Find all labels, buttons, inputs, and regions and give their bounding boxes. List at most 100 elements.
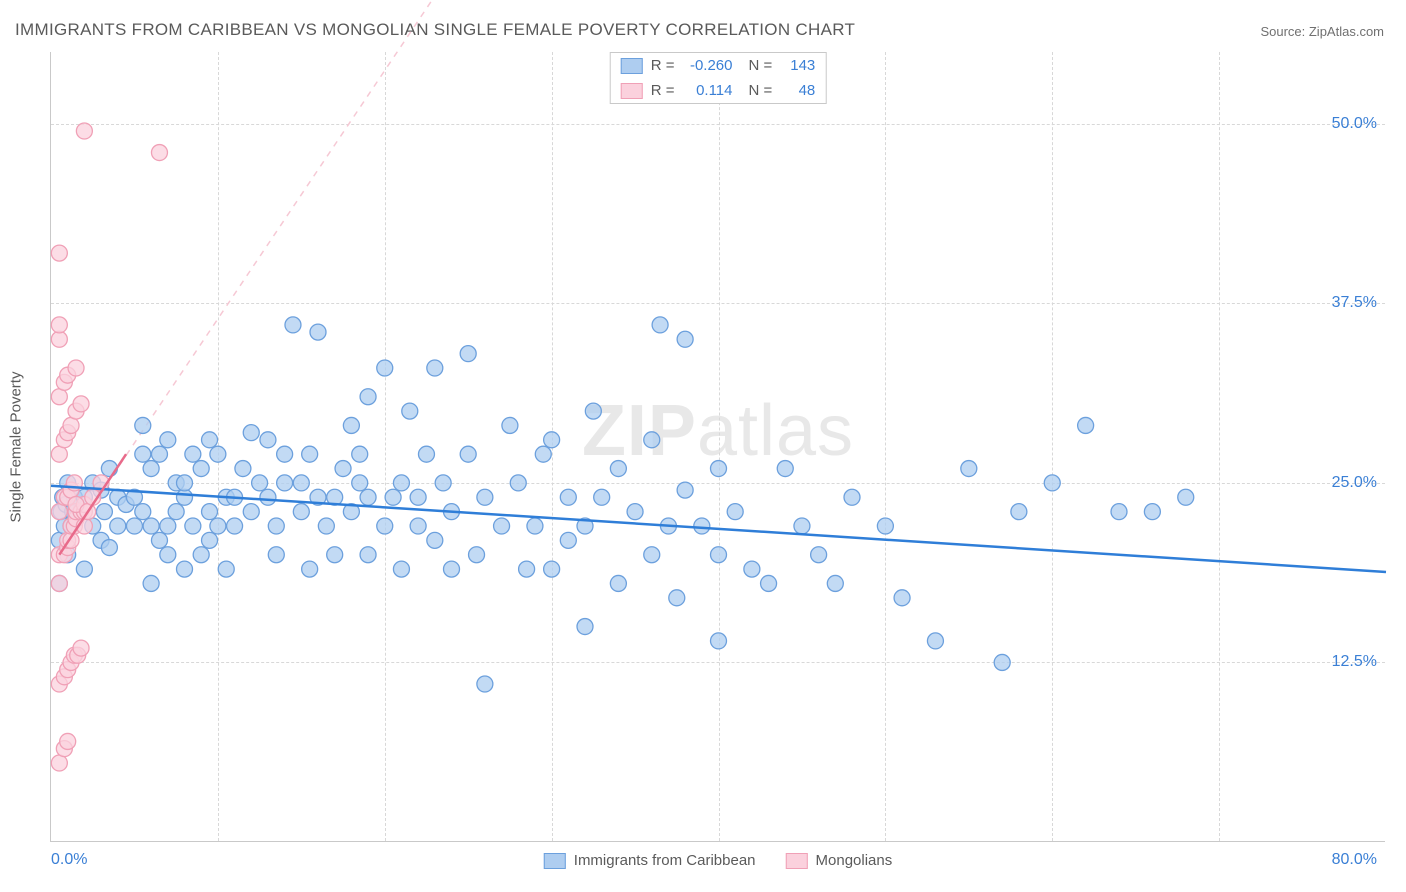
data-point bbox=[202, 432, 218, 448]
legend-label: Mongolians bbox=[816, 852, 893, 869]
data-point bbox=[535, 446, 551, 462]
data-point bbox=[143, 575, 159, 591]
plot-area: ZIPatlas 12.5%25.0%37.5%50.0% R =-0.260N… bbox=[50, 52, 1385, 842]
data-point bbox=[101, 461, 117, 477]
data-point bbox=[360, 389, 376, 405]
data-point bbox=[260, 432, 276, 448]
stats-box: R =-0.260N =143R =0.114N =48 bbox=[610, 52, 827, 104]
data-point bbox=[185, 446, 201, 462]
series-swatch bbox=[621, 83, 643, 99]
y-axis-label: Single Female Poverty bbox=[8, 371, 25, 522]
data-point bbox=[302, 446, 318, 462]
data-point bbox=[135, 446, 151, 462]
r-value: 0.114 bbox=[683, 82, 733, 99]
data-point bbox=[627, 504, 643, 520]
data-point bbox=[218, 561, 234, 577]
data-point bbox=[711, 633, 727, 649]
data-point bbox=[1144, 504, 1160, 520]
data-point bbox=[63, 417, 79, 433]
r-label: R = bbox=[651, 57, 675, 74]
data-point bbox=[352, 475, 368, 491]
data-point bbox=[811, 547, 827, 563]
data-point bbox=[794, 518, 810, 534]
legend-label: Immigrants from Caribbean bbox=[574, 852, 756, 869]
data-point bbox=[435, 475, 451, 491]
data-point bbox=[610, 575, 626, 591]
data-point bbox=[335, 461, 351, 477]
data-point bbox=[469, 547, 485, 563]
data-point bbox=[51, 317, 67, 333]
data-point bbox=[410, 489, 426, 505]
data-point bbox=[694, 518, 710, 534]
data-point bbox=[727, 504, 743, 520]
n-label: N = bbox=[749, 82, 773, 99]
stats-row: R =-0.260N =143 bbox=[611, 53, 826, 78]
data-point bbox=[677, 331, 693, 347]
data-point bbox=[377, 360, 393, 376]
data-point bbox=[68, 360, 84, 376]
data-point bbox=[151, 446, 167, 462]
data-point bbox=[51, 245, 67, 261]
data-point bbox=[193, 547, 209, 563]
series-swatch bbox=[621, 58, 643, 74]
data-point bbox=[427, 360, 443, 376]
data-point bbox=[352, 446, 368, 462]
data-point bbox=[243, 504, 259, 520]
data-point bbox=[277, 446, 293, 462]
legend-item: Mongolians bbox=[786, 852, 893, 869]
data-point bbox=[60, 733, 76, 749]
legend: Immigrants from Caribbean Mongolians bbox=[544, 852, 892, 869]
data-point bbox=[527, 518, 543, 534]
data-point bbox=[510, 475, 526, 491]
data-point bbox=[519, 561, 535, 577]
data-point bbox=[185, 518, 201, 534]
data-point bbox=[894, 590, 910, 606]
data-point bbox=[744, 561, 760, 577]
data-point bbox=[143, 518, 159, 534]
data-point bbox=[193, 461, 209, 477]
data-point bbox=[644, 547, 660, 563]
data-point bbox=[777, 461, 793, 477]
data-point bbox=[51, 755, 67, 771]
data-point bbox=[827, 575, 843, 591]
data-point bbox=[73, 640, 89, 656]
data-point bbox=[135, 417, 151, 433]
data-point bbox=[652, 317, 668, 333]
chart-title: IMMIGRANTS FROM CARIBBEAN VS MONGOLIAN S… bbox=[15, 20, 855, 40]
data-point bbox=[360, 489, 376, 505]
data-point bbox=[1078, 417, 1094, 433]
data-point bbox=[677, 482, 693, 498]
data-point bbox=[51, 504, 67, 520]
data-point bbox=[994, 654, 1010, 670]
data-point bbox=[418, 446, 434, 462]
data-point bbox=[385, 489, 401, 505]
data-point bbox=[151, 145, 167, 161]
data-point bbox=[393, 561, 409, 577]
data-point bbox=[327, 547, 343, 563]
data-point bbox=[51, 331, 67, 347]
data-point bbox=[227, 518, 243, 534]
data-point bbox=[293, 475, 309, 491]
data-point bbox=[594, 489, 610, 505]
data-point bbox=[73, 396, 89, 412]
data-point bbox=[1011, 504, 1027, 520]
data-point bbox=[460, 446, 476, 462]
data-point bbox=[711, 461, 727, 477]
data-point bbox=[243, 425, 259, 441]
data-point bbox=[252, 475, 268, 491]
r-value: -0.260 bbox=[683, 57, 733, 74]
data-point bbox=[577, 619, 593, 635]
data-point bbox=[585, 403, 601, 419]
data-point bbox=[51, 575, 67, 591]
data-point bbox=[210, 446, 226, 462]
n-value: 48 bbox=[780, 82, 815, 99]
data-point bbox=[76, 123, 92, 139]
data-point bbox=[160, 518, 176, 534]
data-point bbox=[277, 475, 293, 491]
data-point bbox=[669, 590, 685, 606]
data-point bbox=[168, 504, 184, 520]
source-attribution: Source: ZipAtlas.com bbox=[1260, 24, 1384, 39]
data-point bbox=[143, 461, 159, 477]
data-point bbox=[393, 475, 409, 491]
data-point bbox=[1044, 475, 1060, 491]
